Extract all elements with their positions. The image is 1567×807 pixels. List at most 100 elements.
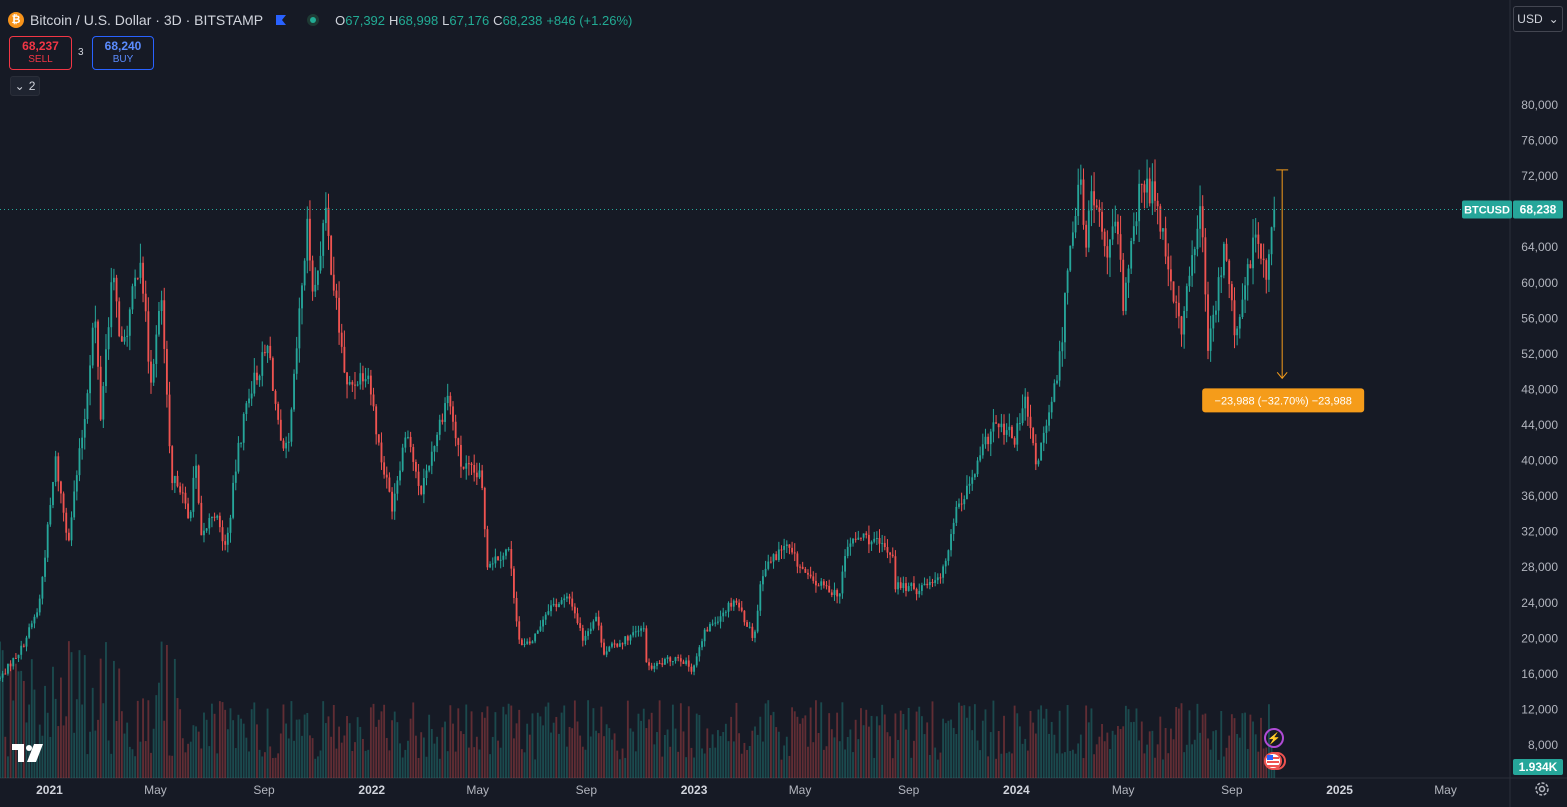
candle-body [425,470,428,479]
volume-bar [293,740,295,778]
candle-body [1262,258,1265,261]
volume-bar [995,758,997,778]
candle-body [603,642,605,655]
candle-body [732,600,735,607]
close-key: C [493,12,503,28]
candle-body [1222,243,1225,276]
candle-body [1008,426,1011,431]
volume-bar [1119,729,1122,778]
candle-body [354,384,356,386]
volume-bar [483,717,486,778]
candle-body [1135,221,1138,227]
volume-bar [425,756,428,778]
volume-bar [1225,747,1228,778]
volume-bar [775,727,778,778]
candle-body [1061,342,1064,352]
volume-bar [460,731,462,778]
volume-bar [33,689,36,778]
volume-bar [944,723,947,778]
volume-bar [769,715,772,778]
currency-selector[interactable]: USD ⌄ [1513,6,1563,32]
volume-bar [958,702,960,778]
candle-body [242,413,245,443]
candle-body [595,616,597,622]
volume-bar [865,709,868,778]
candle-body [780,549,783,551]
candle-body [467,463,470,465]
sell-button[interactable]: 68,237 SELL [9,36,72,70]
measure-arrowhead [1276,372,1288,380]
us-flag-icon[interactable] [1264,752,1286,770]
symbol-title[interactable]: Bitcoin / U.S. Dollar · 3D · BITSTAMP [30,12,264,28]
candle-body [359,373,362,385]
volume-bar [915,711,918,778]
volume-bar [224,709,227,778]
volume-bar [815,700,817,778]
candle-body [232,482,235,518]
settings-icon[interactable] [1533,780,1551,798]
volume-bar [407,740,409,778]
volume-bar [656,732,658,778]
y-tick-label: 16,000 [1521,667,1558,681]
candle-body [128,309,131,336]
candle-body [1106,246,1109,258]
candle-body [740,607,743,611]
volume-bar [54,698,57,778]
lightning-icon[interactable]: ⚡ [1264,728,1284,748]
candle-body [0,677,1,679]
currency-label: USD [1517,12,1543,26]
volume-bar [359,726,362,778]
candle-body [952,522,955,535]
volume-bar [277,753,280,778]
y-tick-label: 40,000 [1521,454,1558,468]
volume-bar [809,707,812,778]
candle-body [1042,432,1045,443]
volume-bar [799,723,801,778]
volume-bar [716,730,719,778]
volume-bar [176,698,179,778]
volume-bar [404,749,407,778]
candle-body [1032,428,1035,444]
market-status-icon[interactable] [307,14,320,26]
candle-body [846,546,849,557]
candle-body [362,373,364,382]
candle-body [1132,226,1135,241]
candle-body [682,661,685,664]
volume-bar [91,687,94,778]
volume-bar [454,751,457,778]
candle-body [248,398,250,404]
x-tick-label: May [1112,783,1135,797]
volume-bar [205,719,208,778]
flag-icon[interactable] [275,14,287,26]
candle-body [263,352,266,354]
volume-bar [942,718,945,778]
buy-button[interactable]: 68,240 BUY [92,36,154,70]
candle-body [926,583,929,586]
candle-body [73,491,76,518]
candle-body [1175,301,1178,303]
volume-bar [65,716,68,778]
candle-body [81,437,84,449]
candle-body [1069,245,1072,271]
candle-body [499,559,502,561]
candle-body [158,310,160,335]
candle-body [131,286,134,310]
volume-bar [1061,753,1064,778]
tradingview-logo-icon[interactable] [12,744,44,764]
volume-bar [807,746,809,778]
candle-body [475,472,478,478]
volume-bar [147,700,150,778]
volume-bar [346,716,348,778]
candle-body [1090,191,1093,211]
candle-body [126,335,129,337]
measure-label-box [1202,388,1365,413]
candle-body [528,641,531,644]
volume-bar [441,727,444,778]
volume-bar [1040,705,1043,778]
indicators-toggle-button[interactable]: ⌄ 2 [10,76,40,96]
candle-body [258,375,261,381]
candle-body [992,422,995,432]
candle-body [404,437,407,448]
candle-body [936,577,939,581]
